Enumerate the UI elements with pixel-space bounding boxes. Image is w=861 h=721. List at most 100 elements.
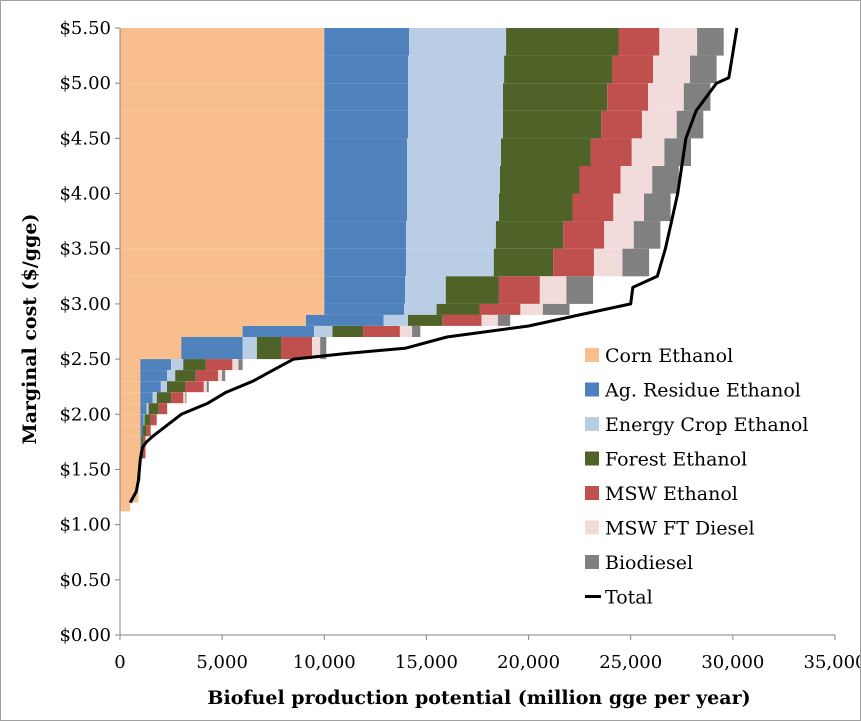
series-4-segment	[442, 314, 482, 326]
series-3-segment	[175, 370, 196, 382]
series-6-segment	[652, 166, 679, 194]
series-4-segment	[618, 28, 660, 56]
series-1-segment	[324, 28, 410, 56]
series-4-segment	[590, 138, 632, 166]
x-tick-label: 30,000	[701, 652, 764, 673]
series-0-segment	[120, 28, 325, 56]
series-1-segment	[324, 55, 409, 84]
series-2-segment	[408, 55, 504, 84]
series-6-segment	[566, 276, 593, 304]
y-tick-label: $4.50	[59, 128, 111, 149]
series-0-segment	[120, 370, 141, 382]
legend-item: Biodiesel	[585, 552, 693, 574]
series-5-segment	[653, 55, 690, 84]
series-6-segment	[206, 381, 209, 393]
series-1-segment	[305, 314, 384, 326]
series-2-segment	[314, 326, 333, 337]
series-3-segment	[493, 248, 553, 277]
series-0-segment	[120, 414, 141, 426]
series-5-segment	[593, 248, 623, 277]
x-tick-label: 0	[114, 652, 125, 673]
series-1-segment	[140, 381, 161, 393]
series-5-segment	[520, 303, 543, 315]
series-0-segment	[120, 166, 325, 194]
series-5-segment	[539, 276, 567, 304]
series-3-segment	[256, 337, 282, 360]
series-5-segment	[620, 166, 653, 194]
series-5-segment	[399, 326, 413, 337]
y-tick-label: $3.00	[59, 294, 111, 315]
legend-swatch	[585, 520, 599, 535]
legend-label: Total	[605, 587, 653, 609]
series-4-segment	[158, 403, 167, 415]
series-0-segment	[120, 436, 141, 459]
series-2-segment	[160, 381, 167, 393]
series-6-segment	[697, 28, 724, 56]
series-4-segment	[205, 359, 233, 371]
series-2-segment	[407, 193, 499, 222]
series-1-segment	[324, 303, 404, 315]
total-line	[128, 27, 739, 504]
legend-item: Forest Ethanol	[585, 449, 747, 471]
series-3-segment	[503, 110, 602, 139]
series-1-segment	[324, 276, 405, 304]
series-6-segment	[664, 138, 691, 166]
legend-swatch	[585, 382, 599, 397]
series-0-segment	[120, 55, 325, 84]
series-6-segment	[644, 193, 671, 222]
series-2-segment	[146, 403, 149, 415]
legend-item: Energy Crop Ethanol	[585, 414, 808, 436]
series-5-segment	[203, 381, 207, 393]
series-5-segment	[604, 221, 634, 249]
y-axis-title: Marginal cost ($/gge)	[19, 214, 41, 445]
y-tick-label: $1.50	[59, 459, 111, 480]
legend-label: Biodiesel	[605, 552, 693, 574]
series-3-segment	[499, 193, 573, 222]
series-0-segment	[120, 458, 140, 481]
series-6-segment	[622, 248, 650, 277]
series-4-segment	[612, 55, 654, 84]
series-4-segment	[479, 303, 521, 315]
series-2-segment	[406, 248, 494, 277]
series-0-segment	[120, 110, 325, 139]
series-3-segment	[504, 55, 613, 84]
series-6-segment	[633, 221, 661, 249]
series-4-segment	[146, 425, 151, 437]
series-0-segment	[120, 392, 141, 404]
series-0-segment	[120, 221, 325, 249]
x-tick-label: 5,000	[196, 652, 248, 673]
legend-item: Corn Ethanol	[585, 345, 733, 367]
series-4-segment	[281, 337, 312, 360]
series-4-segment	[363, 326, 400, 337]
series-4-segment	[171, 392, 184, 404]
series-5-segment	[641, 110, 677, 139]
series-3-segment	[183, 359, 206, 371]
series-6-segment	[690, 55, 717, 84]
series-6-segment	[542, 303, 570, 315]
series-5-segment	[232, 359, 239, 371]
series-3-segment	[156, 392, 172, 404]
x-tick-label: 15,000	[395, 652, 458, 673]
y-axis-ticks: $0.00 $0.50 $1.00 $1.50 $2.00 $2.50 $3.00 $3.50…	[59, 18, 120, 646]
series-4-segment	[143, 436, 146, 459]
series-2-segment	[408, 83, 503, 111]
series-1-segment	[324, 166, 407, 194]
series-6-segment	[497, 314, 511, 326]
series-4-segment	[601, 110, 642, 139]
series-3-segment	[500, 166, 580, 194]
legend-label: Forest Ethanol	[605, 449, 747, 471]
x-tick-label: 35,000	[804, 652, 861, 673]
series-0-segment	[120, 425, 141, 437]
x-tick-label: 20,000	[497, 652, 560, 673]
series-4-segment	[150, 414, 157, 426]
series-3-segment	[501, 138, 591, 166]
series-0-segment	[120, 193, 325, 222]
legend-item: MSW Ethanol	[585, 483, 738, 505]
series-2-segment	[407, 166, 500, 194]
y-tick-label: $1.00	[59, 515, 111, 536]
legend-swatch	[585, 451, 599, 466]
series-1-segment	[242, 326, 315, 337]
series-1-segment	[324, 193, 407, 222]
series-0-segment	[120, 381, 141, 393]
